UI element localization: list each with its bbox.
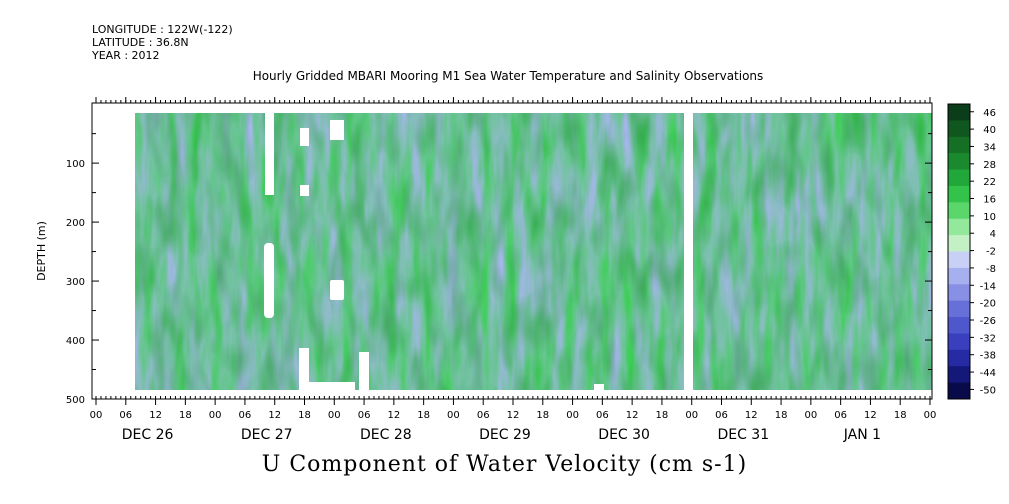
colorbar-swatch bbox=[948, 104, 970, 121]
x-tick-label: 18 bbox=[417, 410, 430, 421]
x-day-label: DEC 29 bbox=[479, 427, 531, 443]
y-tick-label: 300 bbox=[66, 277, 85, 288]
colorbar-label: 22 bbox=[983, 177, 996, 188]
colorbar-label: 10 bbox=[983, 212, 996, 223]
x-day-label: DEC 30 bbox=[598, 427, 650, 443]
x-tick-label: 00 bbox=[566, 410, 579, 421]
x-tick-label: 12 bbox=[387, 410, 400, 421]
colorbar-label: 16 bbox=[983, 195, 996, 206]
colorbar-swatch bbox=[948, 267, 970, 285]
colorbar-label: 4 bbox=[990, 229, 996, 240]
data-gaps bbox=[264, 113, 693, 390]
colorbar-swatch bbox=[948, 317, 970, 334]
x-day-label: DEC 27 bbox=[241, 427, 293, 443]
x-day-label: JAN 1 bbox=[843, 427, 881, 443]
x-tick-label: 18 bbox=[536, 410, 549, 421]
colorbar-swatch bbox=[948, 284, 970, 302]
x-tick-label: 06 bbox=[715, 410, 728, 421]
colorbar-swatch bbox=[948, 300, 970, 318]
chart-svg: 00 06 12 18 00 06 12 18 00 06 12 18 00 06 12 18 00 06 12 18… bbox=[35, 97, 996, 443]
y-axis-label: DEPTH (m) bbox=[35, 221, 48, 281]
colorbar-swatch bbox=[948, 349, 970, 367]
x-tick-label: 06 bbox=[239, 410, 252, 421]
x-axis-label: U Component of Water Velocity (cm s-1) bbox=[261, 452, 748, 477]
colorbar-label: -38 bbox=[980, 351, 996, 362]
chart-title: Hourly Gridded MBARI Mooring M1 Sea Wate… bbox=[252, 69, 764, 83]
y-tick-label: 100 bbox=[66, 159, 85, 170]
colorbar-label: 40 bbox=[983, 125, 996, 136]
colorbar-swatch bbox=[948, 235, 970, 252]
colorbar-label: 28 bbox=[983, 160, 996, 171]
x-tick-label: 12 bbox=[268, 410, 281, 421]
x-tick-label: 00 bbox=[804, 410, 817, 421]
colorbar-swatch bbox=[948, 202, 970, 220]
x-tick-label: 12 bbox=[626, 410, 639, 421]
x-tick-label: 18 bbox=[656, 410, 669, 421]
x-tick-label: 12 bbox=[149, 410, 162, 421]
year-label: YEAR : 2012 bbox=[92, 49, 160, 62]
x-tick-label: 18 bbox=[775, 410, 788, 421]
x-tick-label: 00 bbox=[90, 410, 103, 421]
x-tick-label: 12 bbox=[507, 410, 520, 421]
x-tick-label: 00 bbox=[328, 410, 341, 421]
colorbar-label: 46 bbox=[983, 108, 996, 119]
colorbar-swatch bbox=[948, 120, 970, 138]
x-tick-label: 00 bbox=[209, 410, 222, 421]
colorbar-label: -8 bbox=[986, 264, 996, 275]
y-tick-label: 400 bbox=[66, 336, 85, 347]
colorbar-swatch bbox=[948, 366, 970, 384]
y-axis: 100 200 300 400 500 bbox=[66, 133, 932, 406]
colorbar-label: -2 bbox=[986, 247, 996, 258]
longitude-label: LONGITUDE : 122W(-122) bbox=[92, 23, 233, 36]
colorbar-swatch bbox=[948, 251, 970, 269]
heatmap-field bbox=[135, 113, 932, 390]
colorbar-label: -14 bbox=[980, 281, 996, 292]
x-tick-label: 06 bbox=[834, 410, 847, 421]
colorbar-label: -20 bbox=[980, 299, 996, 310]
x-tick-label: 12 bbox=[864, 410, 877, 421]
x-tick-label: 12 bbox=[745, 410, 758, 421]
x-day-label: DEC 28 bbox=[360, 427, 412, 443]
x-tick-label: 00 bbox=[924, 410, 937, 421]
colorbar-label: 34 bbox=[983, 142, 996, 153]
x-tick-label: 06 bbox=[477, 410, 490, 421]
latitude-label: LATITUDE : 36.8N bbox=[92, 36, 189, 49]
colorbar-swatch bbox=[948, 382, 970, 400]
x-axis: 00 06 12 18 00 06 12 18 00 06 12 18 00 06 12 18 00 06 12 18… bbox=[90, 97, 937, 443]
colorbar-swatch bbox=[948, 153, 970, 171]
x-day-label: DEC 26 bbox=[122, 427, 174, 443]
y-tick-label: 500 bbox=[66, 395, 85, 406]
y-tick-label: 200 bbox=[66, 218, 85, 229]
x-tick-label: 00 bbox=[685, 410, 698, 421]
x-tick-label: 06 bbox=[358, 410, 371, 421]
x-day-label: DEC 31 bbox=[717, 427, 769, 443]
colorbar-swatch bbox=[948, 169, 970, 187]
colorbar-swatch bbox=[948, 218, 970, 236]
x-tick-label: 06 bbox=[596, 410, 609, 421]
colorbar-label: -32 bbox=[980, 333, 996, 344]
x-tick-label: 18 bbox=[894, 410, 907, 421]
colorbar-swatch bbox=[948, 333, 970, 351]
colorbar: 46 40 34 28 22 16 10 4 -2 -8 -14 -20 -26 -32 -38 -44 -50 bbox=[947, 103, 996, 400]
colorbar-swatch bbox=[948, 136, 970, 154]
x-tick-label: 18 bbox=[298, 410, 311, 421]
x-tick-label: 06 bbox=[119, 410, 132, 421]
colorbar-label: -44 bbox=[980, 368, 996, 379]
colorbar-label: -50 bbox=[980, 385, 996, 396]
colorbar-label: -26 bbox=[980, 316, 996, 327]
x-tick-label: 18 bbox=[179, 410, 192, 421]
x-tick-label: 00 bbox=[447, 410, 460, 421]
plot-frame bbox=[91, 102, 933, 400]
colorbar-swatch bbox=[948, 185, 970, 203]
